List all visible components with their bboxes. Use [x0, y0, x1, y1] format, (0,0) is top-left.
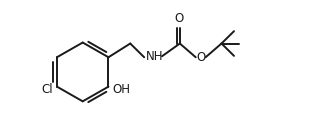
- Text: NH: NH: [146, 50, 164, 63]
- Text: OH: OH: [113, 83, 130, 96]
- Text: O: O: [174, 12, 183, 25]
- Text: Cl: Cl: [41, 83, 53, 96]
- Text: O: O: [197, 51, 206, 64]
